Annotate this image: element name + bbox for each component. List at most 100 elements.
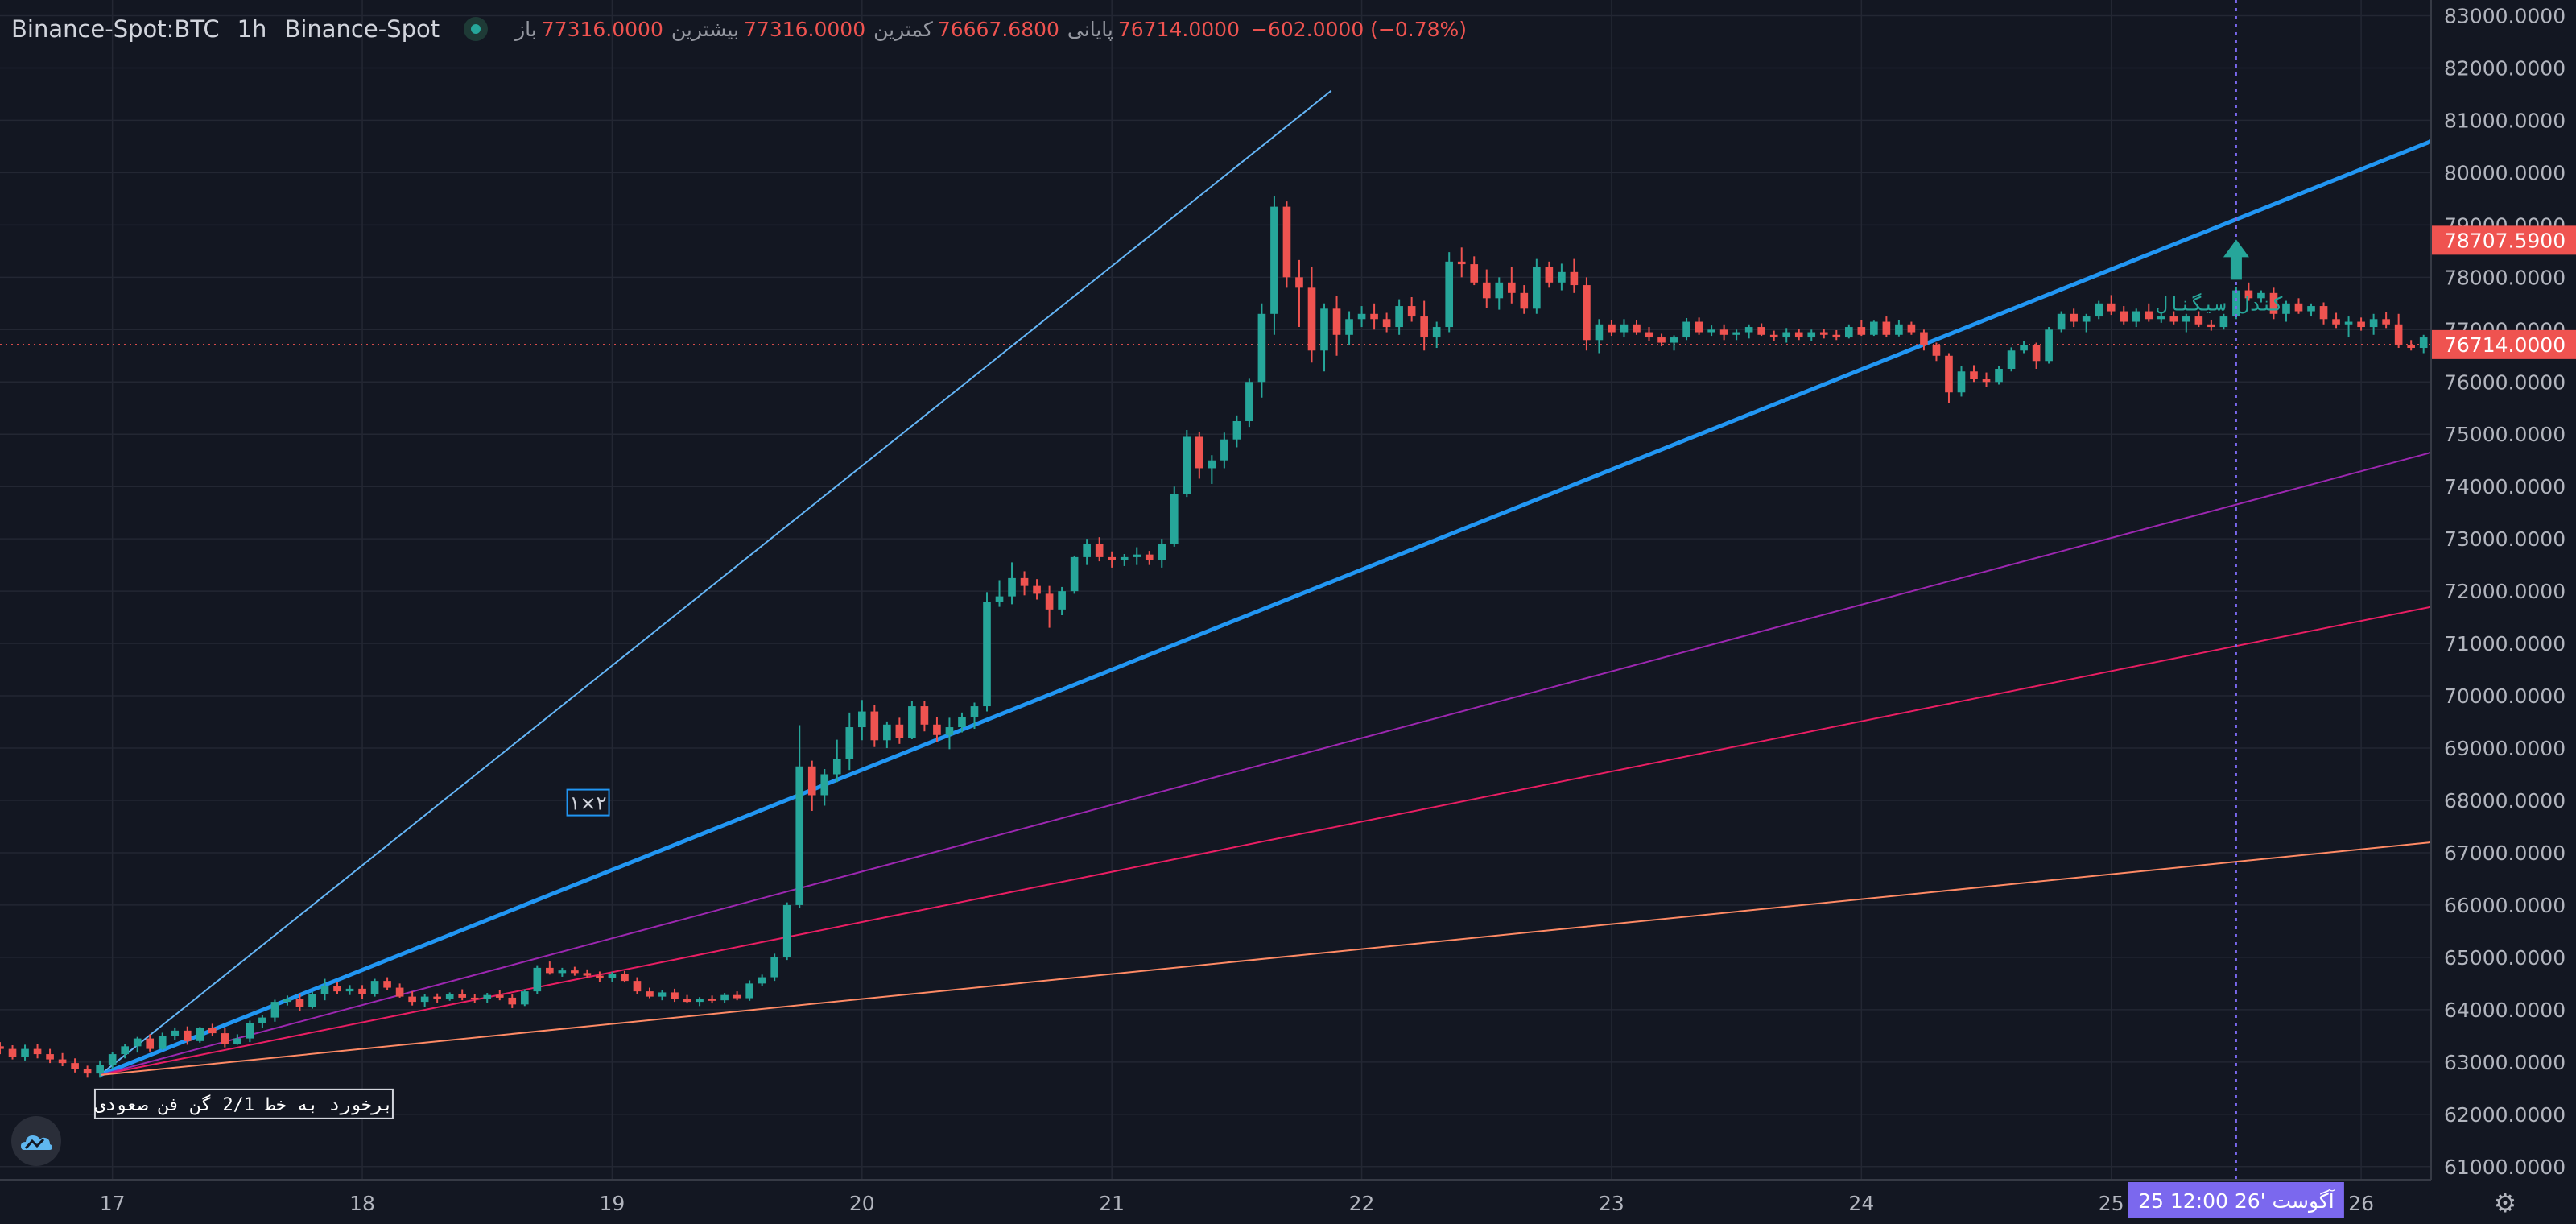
candle-body xyxy=(1645,332,1653,338)
candle-body xyxy=(621,974,629,982)
signal-arrow-icon[interactable] xyxy=(2223,239,2249,280)
annotations[interactable]: ۱×۲ برخورد به خط 2/1 گن فن صعودی کندل سیگن… xyxy=(93,239,2284,1119)
gann-fan-line-1x3[interactable] xyxy=(99,451,2432,1077)
candle-body xyxy=(258,1017,266,1023)
candle-body xyxy=(933,724,941,735)
gann-fan-line-1x8[interactable] xyxy=(100,841,2432,1077)
gann-fan[interactable] xyxy=(99,89,2432,1077)
candle-body xyxy=(1845,327,1853,338)
candle-body xyxy=(1495,282,1504,299)
candle-body xyxy=(782,904,791,957)
gear-icon[interactable]: ⚙ xyxy=(2493,1188,2517,1218)
candle-body xyxy=(1220,439,1228,461)
time-tick-label: 17 xyxy=(100,1192,126,1215)
candle-body xyxy=(1945,355,1953,393)
candle-body xyxy=(1608,324,1616,333)
candle-body xyxy=(1707,329,1715,333)
candle-body xyxy=(633,981,642,992)
candle-body xyxy=(1794,332,1803,338)
candle-body xyxy=(1020,577,1029,586)
note-box[interactable] xyxy=(93,1088,394,1119)
candle-body xyxy=(358,988,366,994)
candle-body xyxy=(333,986,341,992)
candle-body xyxy=(870,711,879,741)
symbol-name[interactable]: Binance-Spot:BTC xyxy=(11,15,220,43)
price-tick-label: 80000.0000 xyxy=(2444,161,2566,184)
candle-body xyxy=(683,999,691,1003)
candle-body xyxy=(8,1048,17,1057)
candle-body xyxy=(1807,332,1816,338)
candle-body xyxy=(583,973,592,976)
gann-fan-line-1x2[interactable] xyxy=(99,139,2432,1077)
candle-body xyxy=(1133,554,1141,557)
candle-body xyxy=(1470,264,1479,283)
note-signal-candle[interactable]: کندل سیگنال xyxy=(2156,293,2284,316)
candle-body xyxy=(1682,321,1690,338)
candle-body xyxy=(1895,324,1903,335)
candle-body xyxy=(1183,436,1191,494)
candle-body xyxy=(608,974,617,978)
candle-body xyxy=(2182,316,2190,322)
candle-body xyxy=(2294,303,2303,312)
candle-body xyxy=(96,1065,104,1074)
candle-body xyxy=(2357,321,2365,328)
time-tick-label: 23 xyxy=(1599,1192,1624,1215)
candle-body xyxy=(1270,206,1278,314)
candle-body xyxy=(445,994,454,999)
candle-body xyxy=(1095,544,1104,557)
candle-body xyxy=(2269,292,2278,314)
candle-body xyxy=(2244,290,2253,299)
candle-body xyxy=(420,996,429,1003)
crosshair-time-badge: 25 آگوست '26 12:00 xyxy=(2128,1182,2344,1218)
price-badge-bg xyxy=(2432,225,2576,255)
candle-body xyxy=(58,1059,67,1064)
gann-fan-line-1x4[interactable] xyxy=(99,606,2432,1077)
candle-body xyxy=(71,1063,79,1069)
candle-body xyxy=(2307,306,2315,312)
candle-body xyxy=(1108,556,1117,560)
candle-body xyxy=(1595,324,1604,341)
candle-body xyxy=(533,967,542,992)
candle-body xyxy=(520,991,529,1005)
price-tick-label: 72000.0000 xyxy=(2444,580,2566,603)
candle-body xyxy=(1282,206,1291,278)
candle-body xyxy=(495,994,504,998)
gann-fan-line-1x1[interactable] xyxy=(99,195,1200,1076)
candle-body xyxy=(795,766,804,905)
candle-body xyxy=(1832,334,1841,338)
candle-body xyxy=(1382,319,1391,328)
candle-body xyxy=(708,999,716,1001)
candle-body xyxy=(1170,494,1179,544)
exchange-name: Binance-Spot xyxy=(284,15,440,43)
cloud-logo-icon[interactable] xyxy=(11,1116,61,1166)
candle-body xyxy=(46,1054,54,1060)
candle-body xyxy=(883,724,891,741)
candle-body xyxy=(246,1023,254,1039)
candle-body xyxy=(1395,306,1403,328)
candle-body xyxy=(458,994,467,998)
candle-body xyxy=(646,991,654,997)
candle-body xyxy=(2407,345,2415,349)
candle-body xyxy=(770,957,778,978)
candle-body xyxy=(807,766,816,796)
candle-body xyxy=(2194,316,2203,325)
candle-body xyxy=(108,1054,117,1065)
candle-body xyxy=(758,977,766,984)
fan-label-1x2[interactable]: ۱×۲ xyxy=(570,792,607,815)
candle-body xyxy=(571,970,579,974)
candle-body xyxy=(1070,556,1079,592)
open-label: باز xyxy=(515,17,537,41)
gann-fan-line-1x1-ext[interactable] xyxy=(1199,89,1332,197)
candle-body xyxy=(820,774,829,796)
timeframe[interactable]: 1h xyxy=(237,15,267,43)
candle-body xyxy=(83,1069,92,1074)
note-gann-touch[interactable]: برخورد به خط 2/1 گن فن صعودی xyxy=(94,1094,393,1115)
price-badge-label: 76714.0000 xyxy=(2444,333,2566,357)
time-axis[interactable]: 17 18 19 20 21 22 23 24 25 26 xyxy=(100,1192,2374,1215)
price-axis[interactable]: 61000.0000 62000.0000 63000.0000 64000.0000… xyxy=(2444,4,2566,1178)
crosshair-time-label: 25 آگوست '26 12:00 xyxy=(2138,1189,2335,1213)
candle-body xyxy=(1757,327,1765,335)
price-tick-label: 73000.0000 xyxy=(2444,527,2566,551)
fan-label-box[interactable] xyxy=(566,788,610,817)
